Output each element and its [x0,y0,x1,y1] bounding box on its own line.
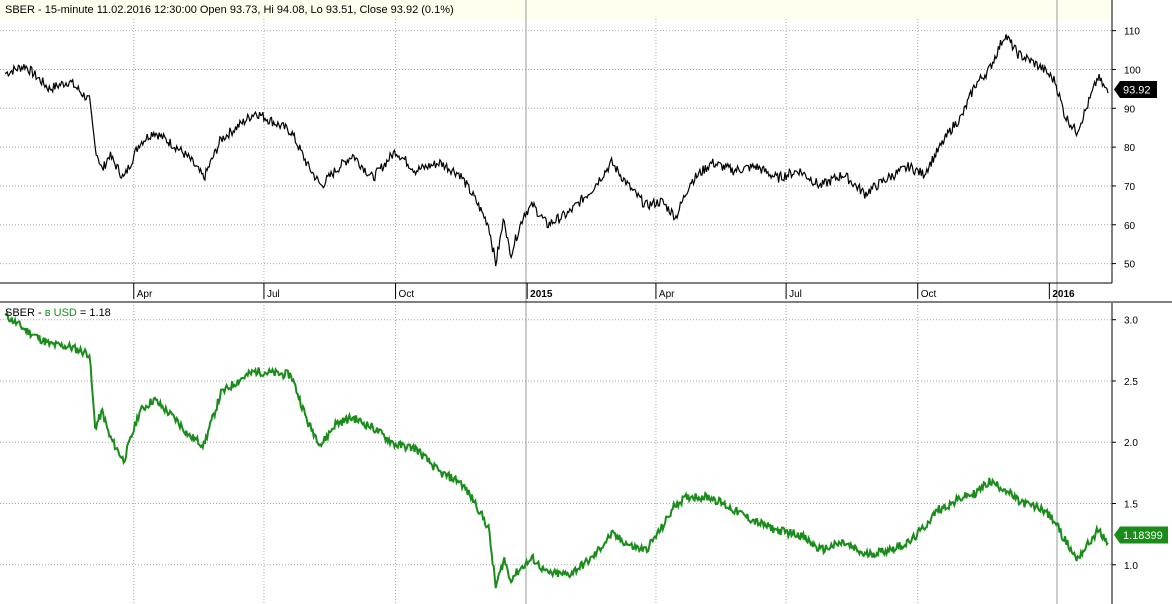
x-tick-label: 2015 [530,289,553,300]
top-y-tick-label: 70 [1124,182,1136,193]
last-price-badge-shape [1114,81,1157,98]
x-tick-label: Apr [137,289,153,300]
x-tick-label: Jul [789,289,802,300]
grid-bottom [0,305,1112,604]
last-usd-badge: 1.18399 [1114,526,1168,544]
top-panel-title: SBER - 15-minute 11.02.2016 12:30:00 Ope… [5,4,454,16]
x-tick-label: Oct [921,289,937,300]
bottom-title-prefix: SBER - [5,307,45,319]
bottom-title-currency: в USD [45,307,77,319]
price-line [4,34,1109,267]
bottom-y-tick-label: 2.0 [1124,438,1138,449]
top-y-tick-label: 80 [1124,143,1136,154]
x-tick-label: Jul [267,289,280,300]
x-tick-label: Apr [659,289,675,300]
y-axis-ticks-bottom: 3.0 2.5 2.0 1.5 1.0 [1112,316,1138,572]
last-price-badge: 93.92 [1114,81,1157,98]
top-y-tick-label: 60 [1124,221,1136,232]
last-usd-label: 1.18399 [1123,530,1163,542]
bottom-panel-title: SBER - в USD = 1.18 [5,307,111,319]
x-tick-label: Oct [399,289,415,300]
top-y-tick-label: 90 [1124,104,1136,115]
bottom-y-tick-label: 3.0 [1124,316,1138,327]
y-axis-ticks-top: 110 100 90 80 70 60 50 [1112,27,1141,271]
bottom-y-tick-label: 1.0 [1124,561,1138,572]
grid-top [0,19,1112,283]
last-price-label: 93.92 [1123,85,1151,97]
top-y-tick-label: 110 [1124,27,1140,38]
x-tick-label: 2016 [1052,289,1075,300]
title-band [0,0,1112,19]
top-y-tick-label: 50 [1124,260,1136,271]
usd-price-line [4,310,1109,589]
last-usd-badge-shape [1114,526,1168,544]
bottom-y-tick-label: 2.5 [1124,377,1138,388]
top-y-tick-label: 100 [1124,65,1141,76]
bottom-y-tick-label: 1.5 [1124,500,1138,511]
x-axis-ticks: Apr Jul Oct 2015 Apr Jul Oct 2016 [133,283,1075,300]
bottom-title-value: = 1.18 [77,307,111,319]
